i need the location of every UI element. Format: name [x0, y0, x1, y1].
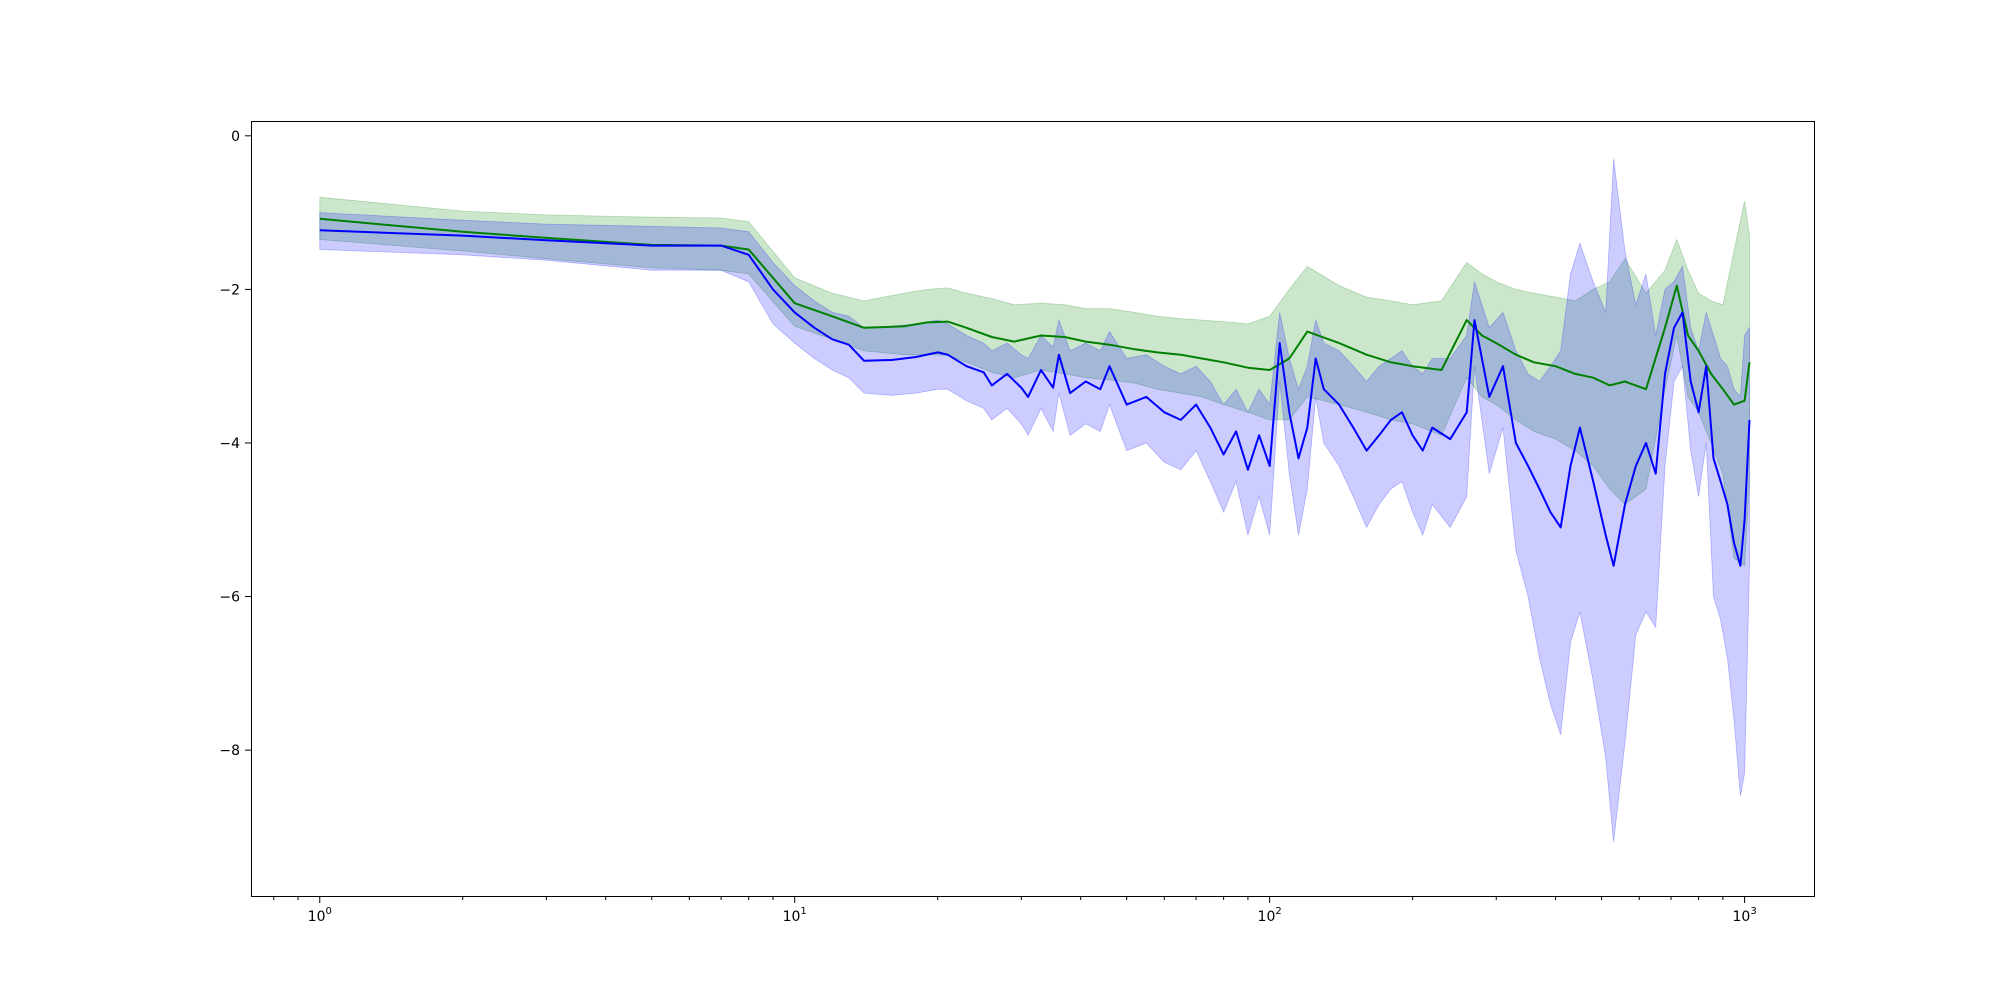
y-tick-label: −8 [219, 743, 240, 759]
confidence-bands [319, 158, 1750, 843]
series-1-line [319, 229, 1751, 567]
x-tick-label: 100 [308, 906, 332, 925]
y-tick-label: −4 [219, 436, 240, 452]
x-tick-label: 101 [783, 906, 807, 925]
x-axis: 100 101 102 103 [273, 896, 1757, 925]
y-axis: 0 −2 −4 −6 −8 [219, 129, 252, 759]
x-tick-label: 103 [1732, 906, 1756, 925]
x-tick-label: 102 [1258, 906, 1282, 925]
series-lines [319, 217, 1751, 567]
series-0-line [319, 217, 1751, 406]
y-tick-label: −6 [219, 590, 240, 606]
series-1-band [319, 158, 1750, 843]
y-tick-label: 0 [231, 129, 240, 145]
series-0-band [319, 196, 1750, 567]
plot-frame [251, 121, 1815, 897]
y-tick-label: −2 [219, 282, 240, 298]
